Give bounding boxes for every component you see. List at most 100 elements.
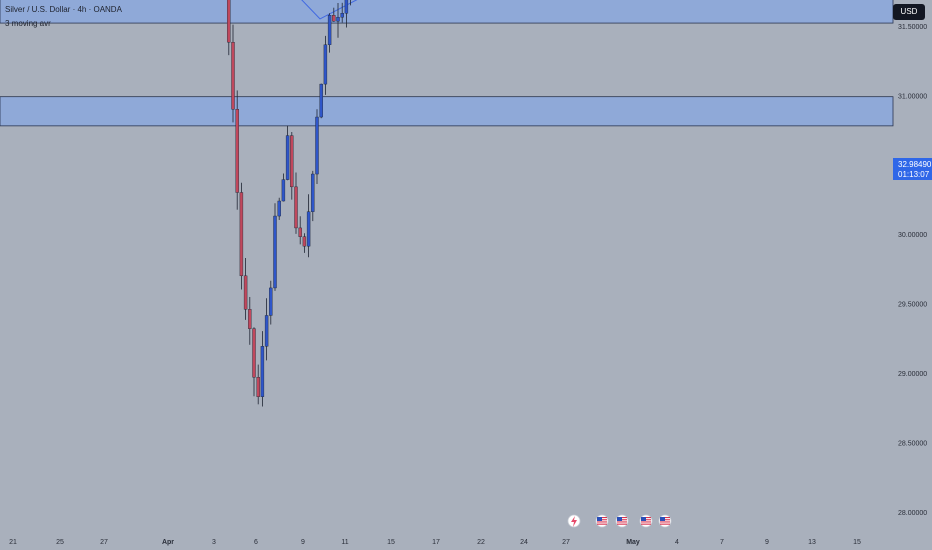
bar-countdown-label: 01:13:07 (898, 170, 930, 179)
candle-body (344, 0, 349, 14)
lightning-shape (571, 516, 577, 527)
support-resistance-zones (0, 0, 894, 127)
flag-stripe (617, 523, 627, 525)
us-flag-icon[interactable] (595, 514, 609, 528)
candle-body (340, 13, 344, 18)
candle-body (273, 215, 277, 289)
indicator-label[interactable]: 3 moving avr (5, 19, 51, 28)
lightning-icon[interactable] (567, 514, 581, 528)
candle-body (311, 173, 315, 212)
candle-body (302, 236, 307, 247)
time-tick-label: 24 (520, 539, 528, 546)
candle (281, 173, 286, 202)
candle (252, 327, 256, 397)
currency-button[interactable]: USD (893, 4, 925, 20)
candle (294, 172, 298, 234)
candle-body (285, 135, 290, 180)
candle-body (260, 346, 265, 397)
symbol-title[interactable]: Silver / U.S. Dollar · 4h · OANDA (5, 5, 122, 14)
flag-stripe (641, 523, 651, 525)
candle (315, 109, 319, 184)
candle-body (227, 0, 231, 43)
price-tick-label: 31.50000 (898, 24, 927, 31)
us-flag-icon[interactable] (658, 514, 672, 528)
candle (311, 170, 315, 222)
candle-body (327, 15, 332, 45)
candle-body (256, 377, 260, 397)
us-flag-icon[interactable] (615, 514, 629, 528)
candle (290, 132, 294, 200)
flag-canton (597, 517, 602, 521)
candle (248, 296, 252, 345)
candle (285, 125, 290, 181)
candle-body (281, 179, 286, 202)
candle (273, 203, 277, 291)
time-tick-label: 27 (562, 539, 570, 546)
candle (256, 364, 260, 405)
time-tick-label: 4 (675, 539, 679, 546)
candle (243, 258, 248, 320)
candle-body (239, 192, 244, 277)
candle (336, 3, 340, 38)
flag-stripe (641, 521, 651, 523)
candle (277, 197, 281, 220)
candle-body (243, 275, 248, 310)
flag-stripe (660, 521, 670, 523)
candle-body (235, 109, 239, 193)
candle (344, 0, 349, 28)
flag-stripe (597, 523, 607, 525)
current-price-tag: 32.98490 01:13:07 (893, 158, 932, 180)
candle (327, 13, 332, 53)
candle-body (231, 42, 235, 110)
candle-body (298, 227, 302, 237)
time-tick-label: 7 (720, 539, 724, 546)
candle-body (269, 287, 273, 316)
price-axis[interactable]: 35.0000034.5000034.0000033.5000033.00000… (898, 0, 927, 517)
time-tick-label: 21 (9, 539, 17, 546)
candle-body (323, 44, 328, 85)
time-tick-label: 27 (100, 539, 108, 546)
time-tick-label: 15 (853, 539, 861, 546)
candle (332, 7, 336, 22)
time-tick-label: 13 (808, 539, 816, 546)
flag-stripe (597, 521, 607, 523)
candle-body (315, 116, 319, 175)
candle-body (332, 15, 336, 22)
event-markers[interactable] (567, 514, 672, 528)
candle-body (290, 135, 294, 188)
price-tick-label: 31.00000 (898, 93, 927, 100)
candle-body (277, 200, 281, 217)
flag-stripe (617, 521, 627, 523)
time-tick-label: 17 (432, 539, 440, 546)
candle-body (294, 186, 298, 229)
time-tick-label: 9 (765, 539, 769, 546)
candle (302, 233, 307, 253)
flag-canton (660, 517, 665, 521)
candle (239, 182, 244, 290)
time-axis[interactable]: 21 25 27 Apr 3 6 9 11 15 17 22 24 27 May 4 7 9 13 15 (9, 539, 861, 546)
flag-canton (641, 517, 646, 521)
supply-demand-zone (0, 96, 894, 127)
candle (323, 35, 328, 95)
time-tick-label: 25 (56, 539, 64, 546)
candle (306, 194, 311, 258)
candle-body (264, 315, 269, 347)
price-tick-label: 29.50000 (898, 302, 927, 309)
candle-body (319, 83, 323, 118)
candle (235, 90, 239, 210)
candle (264, 298, 269, 361)
candle (350, 0, 352, 6)
us-flag-icon[interactable] (639, 514, 653, 528)
time-tick-label: 6 (254, 539, 258, 546)
time-tick-label: 22 (477, 539, 485, 546)
candle (319, 83, 323, 119)
candle-body (252, 328, 256, 378)
time-tick-label: 15 (387, 539, 395, 546)
candle (298, 216, 302, 245)
time-tick-label: 9 (301, 539, 305, 546)
candle (260, 331, 265, 407)
flag-stripe (660, 523, 670, 525)
price-tick-label: 28.00000 (898, 510, 927, 517)
